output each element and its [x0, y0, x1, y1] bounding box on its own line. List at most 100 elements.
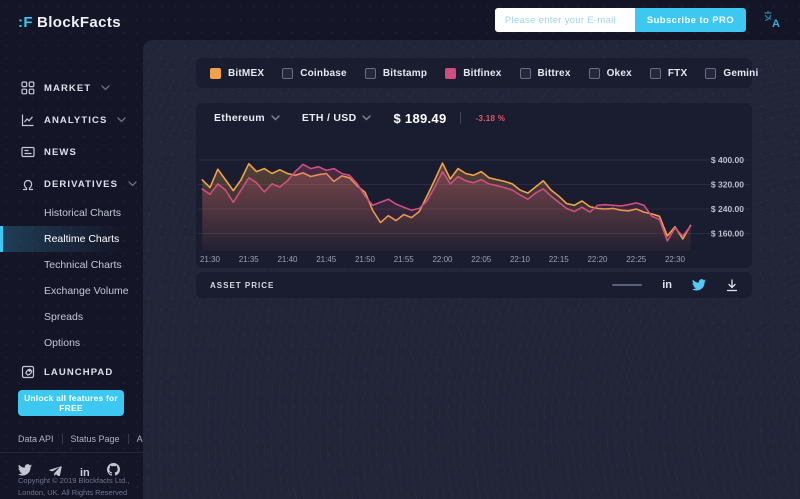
x-axis-label: 21:35	[239, 255, 260, 264]
exchange-toggle-bitfinex[interactable]: Bitfinex	[445, 67, 502, 79]
x-axis-label: 22:05	[471, 255, 492, 264]
x-axis-label: 21:55	[394, 255, 415, 264]
asset-name: Ethereum	[214, 112, 265, 124]
series-area-bitfinex	[202, 164, 691, 251]
chart-toolbar: ASSET PRICE in	[196, 272, 752, 298]
chart-header: Ethereum ETH / USD $ 189.49 -3.18 %	[196, 103, 752, 133]
exchange-toggle-bitstamp[interactable]: Bitstamp	[364, 67, 428, 79]
translate-icon[interactable]: A	[762, 10, 784, 30]
checkbox-unchecked[interactable]	[649, 67, 661, 79]
chevron-down-icon	[101, 85, 110, 91]
telegram-icon[interactable]	[49, 463, 63, 481]
sidebar-nav: MARKET ANALYTICS NEWS DERIVATIVES Historical…	[0, 72, 143, 388]
linkedin-icon[interactable]: in	[80, 467, 90, 479]
divider	[460, 112, 462, 124]
subscribe-group: Subscribe to PRO	[494, 8, 746, 32]
sidebar-item-label: MARKET	[44, 82, 92, 94]
main-content: BitMEX Coinbase Bitstamp Bitfinex Bittrex Oke…	[143, 40, 800, 499]
current-price: $ 189.49	[393, 110, 447, 126]
exchange-legend-row: BitMEX Coinbase Bitstamp Bitfinex Bittrex Oke…	[196, 58, 758, 88]
grid-icon	[21, 81, 35, 95]
exchange-label: Bitstamp	[382, 67, 428, 79]
y-axis-label: $ 160.00	[711, 229, 744, 239]
exchange-toggle-bittrex[interactable]: Bittrex	[519, 67, 571, 79]
exchange-label: BitMEX	[228, 67, 265, 79]
sidebar-item-derivatives[interactable]: DERIVATIVES	[0, 168, 143, 200]
exchange-label: Coinbase	[300, 67, 347, 79]
sidebar-subitem-spreads[interactable]: Spreads	[44, 311, 84, 323]
download-icon[interactable]	[726, 278, 738, 292]
footer-link-status-page[interactable]: Status Page	[70, 434, 120, 444]
sidebar-item-news[interactable]: NEWS	[0, 136, 143, 168]
sidebar-subitem-technical-charts[interactable]: Technical Charts	[44, 259, 122, 271]
sidebar-subitem-realtime-charts[interactable]: Realtime Charts	[0, 226, 143, 252]
sidebar-item-market[interactable]: MARKET	[0, 72, 143, 104]
x-axis-label: 22:25	[626, 255, 647, 264]
chevron-down-icon	[271, 115, 280, 121]
price-chart-panel: Ethereum ETH / USD $ 189.49 -3.18 % $ 40…	[196, 103, 752, 268]
toolbar-icons: in	[612, 278, 738, 292]
price-change-badge: -3.18 %	[475, 113, 506, 123]
checkbox-unchecked[interactable]	[282, 67, 294, 79]
exchange-toggle-bitmex[interactable]: BitMEX	[210, 67, 265, 79]
asset-selector[interactable]: Ethereum	[214, 112, 280, 124]
sidebar-subitem-exchange-volume[interactable]: Exchange Volume	[44, 285, 129, 297]
x-axis-label: 21:30	[200, 255, 221, 264]
line-sample-icon[interactable]	[612, 284, 643, 286]
subscribe-pro-button[interactable]: Subscribe to PRO	[634, 8, 746, 32]
twitter-icon[interactable]	[18, 463, 32, 481]
blockfacts-logo[interactable]: :F BlockFacts	[18, 14, 121, 31]
linkedin-icon[interactable]: in	[662, 279, 672, 291]
exchange-toggle-okex[interactable]: Okex	[588, 67, 632, 79]
logo-text: BlockFacts	[36, 14, 122, 31]
twitter-icon[interactable]	[692, 279, 706, 291]
pair-selector[interactable]: ETH / USD	[302, 112, 372, 124]
sidebar: MARKET ANALYTICS NEWS DERIVATIVES Historical…	[0, 40, 160, 499]
x-axis-label: 22:00	[432, 255, 453, 264]
y-axis-label: $ 240.00	[711, 204, 744, 214]
checkbox-checked[interactable]	[210, 67, 221, 79]
exchange-label: FTX	[667, 67, 688, 79]
chevron-down-icon	[117, 117, 127, 123]
logo-icon: :F	[18, 14, 33, 31]
chevron-down-icon	[362, 115, 372, 121]
x-axis-label: 22:20	[587, 255, 608, 264]
divider	[61, 434, 63, 444]
sidebar-subitem-options[interactable]: Options	[44, 337, 81, 349]
exchange-toggle-ftx[interactable]: FTX	[649, 67, 688, 79]
sidebar-subnav-derivatives: Historical Charts Realtime Charts Technica…	[0, 200, 143, 356]
series-line-bitfinex[interactable]	[201, 163, 692, 242]
copyright-line-1: Copyright © 2019 Blockfacts Ltd.,	[18, 476, 130, 485]
checkbox-unchecked[interactable]	[705, 67, 717, 79]
price-line-chart[interactable]: $ 400.00 $ 320.00 $ 240.00 $ 160.00 21:30 21:…	[196, 133, 752, 268]
toolbar-title: ASSET PRICE	[210, 280, 275, 290]
x-axis-label: 22:30	[665, 255, 686, 264]
github-icon[interactable]	[106, 463, 120, 481]
exchange-toggle-coinbase[interactable]: Coinbase	[282, 67, 347, 79]
checkbox-unchecked[interactable]	[364, 67, 376, 79]
x-axis-label: 21:50	[355, 255, 376, 264]
exchange-label: Bittrex	[537, 67, 571, 79]
sidebar-item-label: NEWS	[44, 146, 77, 158]
checkbox-checked[interactable]	[445, 67, 457, 79]
copyright-text: Copyright © 2019 Blockfacts Ltd., London…	[18, 475, 129, 499]
sidebar-subitem-historical-charts[interactable]: Historical Charts	[44, 207, 122, 219]
checkbox-unchecked[interactable]	[519, 67, 531, 79]
y-axis-label: $ 400.00	[711, 155, 744, 165]
sidebar-item-launchpad[interactable]: LAUNCHPAD	[0, 356, 143, 388]
x-axis-label: 21:40	[277, 255, 298, 264]
email-input[interactable]	[494, 8, 635, 32]
exchange-label: Bitfinex	[463, 67, 502, 79]
sidebar-item-analytics[interactable]: ANALYTICS	[0, 104, 143, 136]
footer-link-data-api[interactable]: Data API	[18, 434, 54, 444]
exchange-label: Gemini	[723, 67, 759, 79]
exchange-toggle-gemini[interactable]: Gemini	[705, 67, 759, 79]
sidebar-item-label: LAUNCHPAD	[44, 366, 114, 378]
derivatives-icon	[22, 179, 34, 191]
unlock-features-button[interactable]: Unlock all features for FREE	[18, 390, 124, 416]
checkbox-unchecked[interactable]	[588, 67, 600, 79]
sidebar-item-label: DERIVATIVES	[44, 178, 119, 190]
divider	[127, 434, 129, 444]
x-axis-label: 22:15	[549, 255, 570, 264]
